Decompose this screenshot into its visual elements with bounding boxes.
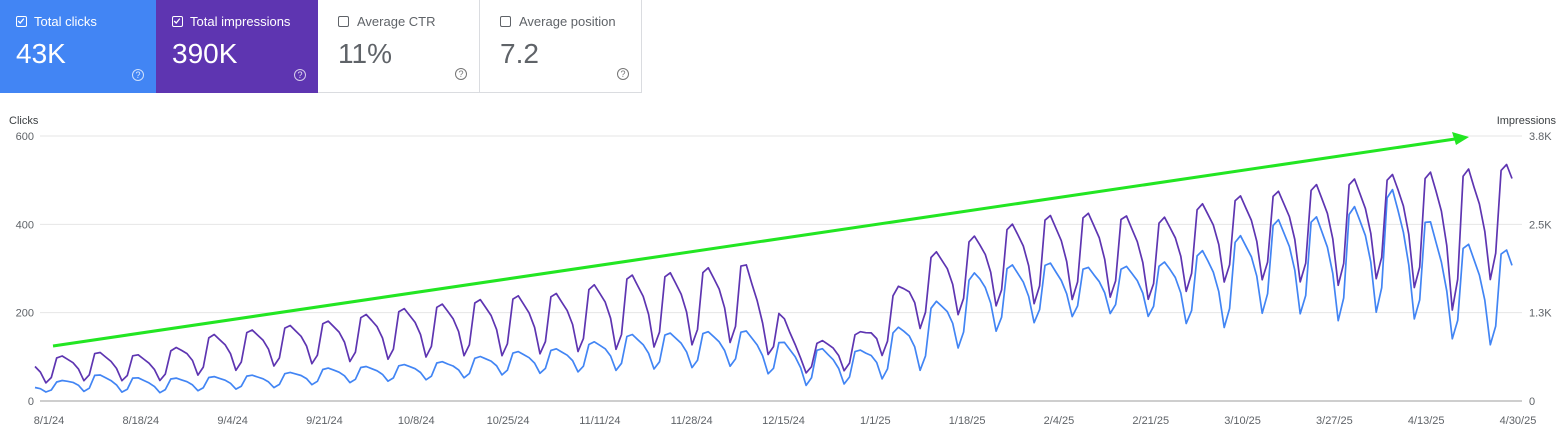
left-tick-label: 400 bbox=[16, 219, 34, 231]
x-tick-label: 4/30/25 bbox=[1500, 415, 1537, 427]
total-clicks-checkbox[interactable] bbox=[16, 16, 27, 27]
series-lines bbox=[34, 163, 1513, 394]
left-axis-ticks: 600 400 200 0 bbox=[16, 131, 34, 408]
trend-arrow-head bbox=[1452, 132, 1469, 145]
average-ctr-label: Average CTR bbox=[357, 14, 436, 29]
help-icon[interactable]: ? bbox=[455, 68, 467, 80]
x-tick-label: 8/1/24 bbox=[34, 415, 65, 427]
x-tick-label: 1/18/25 bbox=[949, 415, 986, 427]
x-tick-label: 11/11/24 bbox=[579, 415, 620, 427]
help-icon[interactable]: ? bbox=[132, 69, 144, 81]
x-tick-label: 2/21/25 bbox=[1132, 415, 1169, 427]
metric-cards: Total clicks 43K ? Total impressions 390… bbox=[0, 0, 642, 93]
total-clicks-card[interactable]: Total clicks 43K ? bbox=[0, 0, 156, 93]
total-impressions-value: 390K bbox=[172, 38, 238, 69]
x-tick-label: 3/27/25 bbox=[1316, 415, 1353, 427]
average-ctr-checkbox[interactable] bbox=[338, 16, 349, 27]
x-tick-label: 10/8/24 bbox=[398, 415, 435, 427]
total-impressions-label: Total impressions bbox=[190, 14, 291, 29]
x-tick-label: 12/15/24 bbox=[762, 415, 805, 427]
right-tick-label: 1.3K bbox=[1529, 308, 1552, 320]
right-axis-title: Impressions bbox=[1497, 115, 1557, 127]
x-tick-label: 9/4/24 bbox=[217, 415, 248, 427]
x-tick-label: 3/10/25 bbox=[1224, 415, 1261, 427]
x-tick-label: 9/21/24 bbox=[306, 415, 343, 427]
right-axis-ticks: 3.8K 2.5K 1.3K 0 bbox=[1529, 131, 1552, 408]
left-tick-label: 600 bbox=[16, 131, 34, 143]
x-tick-label: 2/4/25 bbox=[1044, 415, 1075, 427]
total-impressions-card[interactable]: Total impressions 390K ? bbox=[156, 0, 318, 93]
total-clicks-label: Total clicks bbox=[34, 14, 97, 29]
average-ctr-card[interactable]: Average CTR 11% ? bbox=[318, 0, 480, 93]
left-tick-label: 0 bbox=[28, 396, 34, 408]
left-axis-title: Clicks bbox=[9, 115, 39, 127]
x-tick-label: 11/28/24 bbox=[671, 415, 713, 427]
average-position-card[interactable]: Average position 7.2 ? bbox=[480, 0, 642, 93]
left-tick-label: 200 bbox=[16, 308, 34, 320]
gridlines bbox=[40, 135, 1522, 402]
help-icon[interactable]: ? bbox=[294, 69, 306, 81]
impressions-series-line bbox=[34, 163, 1513, 384]
average-position-value: 7.2 bbox=[500, 38, 539, 69]
average-position-checkbox[interactable] bbox=[500, 16, 511, 27]
x-tick-label: 10/25/24 bbox=[487, 415, 530, 427]
trend-arrow-shaft bbox=[52, 137, 1456, 348]
help-icon[interactable]: ? bbox=[617, 68, 629, 80]
clicks-series-line bbox=[34, 188, 1513, 394]
right-tick-label: 0 bbox=[1529, 396, 1535, 408]
x-axis-ticks: 8/1/24 8/18/24 9/4/24 9/21/24 10/8/24 10/25/2… bbox=[34, 415, 1537, 427]
x-tick-label: 4/13/25 bbox=[1408, 415, 1445, 427]
average-position-label: Average position bbox=[519, 14, 616, 29]
x-tick-label: 8/18/24 bbox=[122, 415, 159, 427]
trend-arrow-annotation bbox=[52, 132, 1469, 348]
right-tick-label: 2.5K bbox=[1529, 219, 1552, 231]
right-tick-label: 3.8K bbox=[1529, 131, 1552, 143]
total-impressions-checkbox[interactable] bbox=[172, 16, 183, 27]
total-clicks-value: 43K bbox=[16, 38, 66, 69]
average-ctr-value: 11% bbox=[338, 38, 392, 69]
x-tick-label: 1/1/25 bbox=[860, 415, 891, 427]
